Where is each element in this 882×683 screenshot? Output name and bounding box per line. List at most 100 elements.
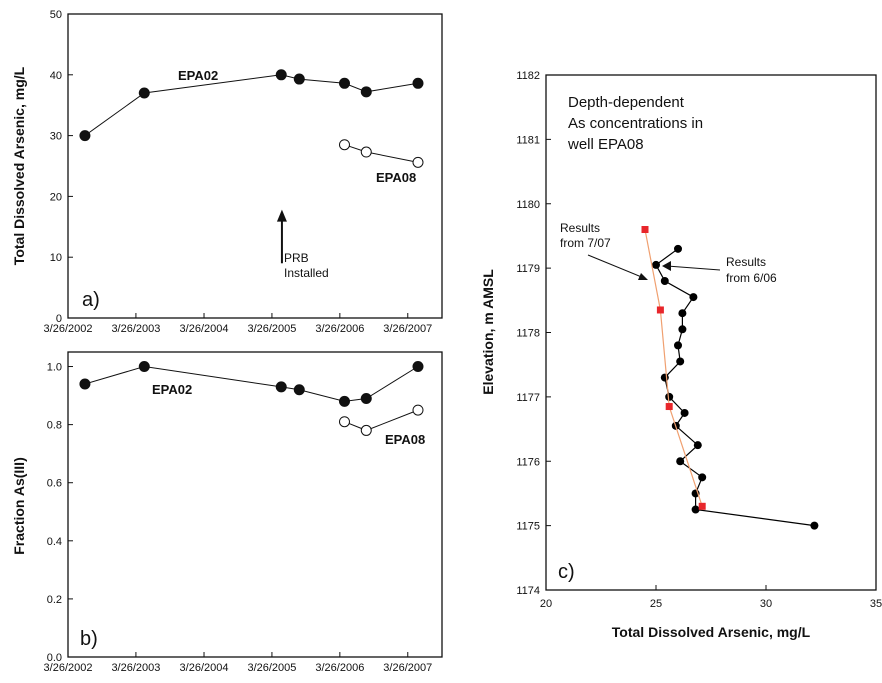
panel-b-epa02-label: EPA02 <box>152 382 192 397</box>
data-point-0606 <box>665 392 674 401</box>
data-point-0606 <box>678 325 687 334</box>
series-line-0707 <box>644 229 703 507</box>
x-tick-label: 20 <box>540 598 552 610</box>
y-tick-label: 1174 <box>516 585 540 597</box>
inset-line-1: Depth-dependent <box>568 94 685 111</box>
data-point-epa02 <box>338 77 350 89</box>
x-tick-label: 3/26/2004 <box>180 323 229 335</box>
x-tick-label: 3/26/2005 <box>247 662 296 674</box>
y-tick-label: 30 <box>50 131 62 143</box>
data-point-epa02 <box>412 361 424 373</box>
x-tick-label: 30 <box>760 598 772 610</box>
panel-b-frame <box>67 351 443 658</box>
y-tick-label: 1175 <box>516 521 540 533</box>
y-tick-label: 0.6 <box>47 478 62 490</box>
panel-a-y-axis-title: Total Dissolved Arsenic, mg/L <box>11 66 27 265</box>
series-line-epa08 <box>344 409 419 431</box>
results-0707-arrow <box>587 254 645 279</box>
data-point-epa02 <box>360 392 372 404</box>
panel-c-label: c) <box>558 561 575 583</box>
data-point-0606 <box>660 277 669 285</box>
panel-a-epa02-label: EPA02 <box>178 68 218 83</box>
y-tick-label: 0.8 <box>47 420 62 432</box>
panel-b-epa08-label: EPA08 <box>385 432 425 447</box>
y-tick-label: 20 <box>50 191 62 203</box>
data-point-epa08 <box>338 416 350 428</box>
x-tick-label: 3/26/2006 <box>315 323 364 335</box>
panel-c-x-ticks: 20 25 30 35 <box>540 585 882 610</box>
x-tick-label: 3/26/2003 <box>111 662 160 674</box>
data-point-0606 <box>698 473 707 482</box>
prb-arrowhead-icon <box>276 209 287 222</box>
data-point-0707 <box>698 502 706 510</box>
y-tick-label: 0 <box>56 313 62 325</box>
installed-label: Installed <box>284 266 329 280</box>
y-tick-label: 10 <box>50 252 62 264</box>
panel-c-x-axis-title: Total Dissolved Arsenic, mg/L <box>612 624 811 640</box>
results-0606-arrow <box>666 265 721 271</box>
data-point-epa02 <box>293 384 305 396</box>
data-point-epa02 <box>293 73 305 85</box>
data-point-epa02 <box>412 77 424 89</box>
data-point-epa08 <box>360 146 372 158</box>
panel-a-x-ticks: 3/26/2002 3/26/2003 3/26/2004 3/26/2005 3/26… <box>44 313 432 335</box>
panel-b-x-ticks: 3/26/2002 3/26/2003 3/26/2004 3/26/2005 3/26… <box>44 652 432 674</box>
data-point-0606 <box>680 408 689 417</box>
panel-b-label: b) <box>80 628 98 650</box>
panel-b-series <box>79 361 424 436</box>
y-tick-label: 40 <box>50 70 62 82</box>
results-0606-arrowhead-icon <box>662 261 671 271</box>
inset-line-3: well EPA08 <box>567 136 644 153</box>
data-point-0707 <box>641 226 649 233</box>
y-tick-label: 1177 <box>516 392 540 404</box>
data-point-epa02 <box>79 130 91 142</box>
data-point-0606 <box>652 260 660 269</box>
x-tick-label: 3/26/2007 <box>383 323 432 335</box>
x-tick-label: 3/26/2006 <box>315 662 364 674</box>
data-point-0606 <box>676 357 685 366</box>
panel-a-series <box>79 69 424 168</box>
data-point-0707 <box>665 403 673 411</box>
y-tick-label: 1178 <box>516 328 540 340</box>
y-tick-label: 1182 <box>516 70 540 82</box>
panel-b-y-axis-title: Fraction As(III) <box>11 457 27 555</box>
y-tick-label: 1181 <box>516 134 540 146</box>
results-0707-callout: Results from 7/07 <box>560 221 648 280</box>
results-0606-callout: Results from 6/06 <box>662 255 777 285</box>
prb-label: PRB <box>284 251 309 265</box>
data-point-0707 <box>656 306 664 314</box>
x-tick-label: 3/26/2003 <box>111 323 160 335</box>
series-line-epa02 <box>84 74 419 137</box>
y-tick-label: 1.0 <box>47 362 62 374</box>
y-tick-label: 0.0 <box>47 652 62 664</box>
panel-b-y-ticks: 0.0 0.2 0.4 0.6 0.8 1.0 <box>47 362 73 664</box>
data-point-epa02 <box>275 69 287 81</box>
panel-b-fraction-time-series: 0.00.20.40.60.81.0 3/26/2002 3/26/2003 3/2… <box>11 351 443 674</box>
data-point-0606 <box>693 441 702 450</box>
panel-a-label: a) <box>82 289 100 311</box>
data-point-epa08 <box>412 404 424 416</box>
data-point-0606 <box>691 505 700 514</box>
data-point-0606 <box>678 309 687 318</box>
inset-line-2: As concentrations in <box>568 115 703 132</box>
data-point-0606 <box>676 457 685 466</box>
data-point-epa02 <box>79 378 91 390</box>
data-point-epa02 <box>138 361 150 373</box>
data-point-0606 <box>810 521 819 530</box>
data-point-epa02 <box>360 86 372 98</box>
data-point-0606 <box>660 373 669 382</box>
panel-a-y-ticks: 0 10 20 30 40 50 <box>50 9 73 325</box>
x-tick-label: 3/26/2002 <box>44 662 93 674</box>
data-point-epa08 <box>360 424 372 436</box>
results-0707-arrowhead-icon <box>638 273 648 280</box>
y-tick-label: 1179 <box>516 263 540 275</box>
x-tick-label: 3/26/2004 <box>180 662 229 674</box>
y-tick-label: 1180 <box>516 199 540 211</box>
x-tick-label: 35 <box>870 598 882 610</box>
data-point-epa02 <box>275 381 287 393</box>
x-tick-label: 3/26/2007 <box>383 662 432 674</box>
results-0606-label-1: Results <box>726 255 766 269</box>
data-point-epa08 <box>338 139 350 151</box>
